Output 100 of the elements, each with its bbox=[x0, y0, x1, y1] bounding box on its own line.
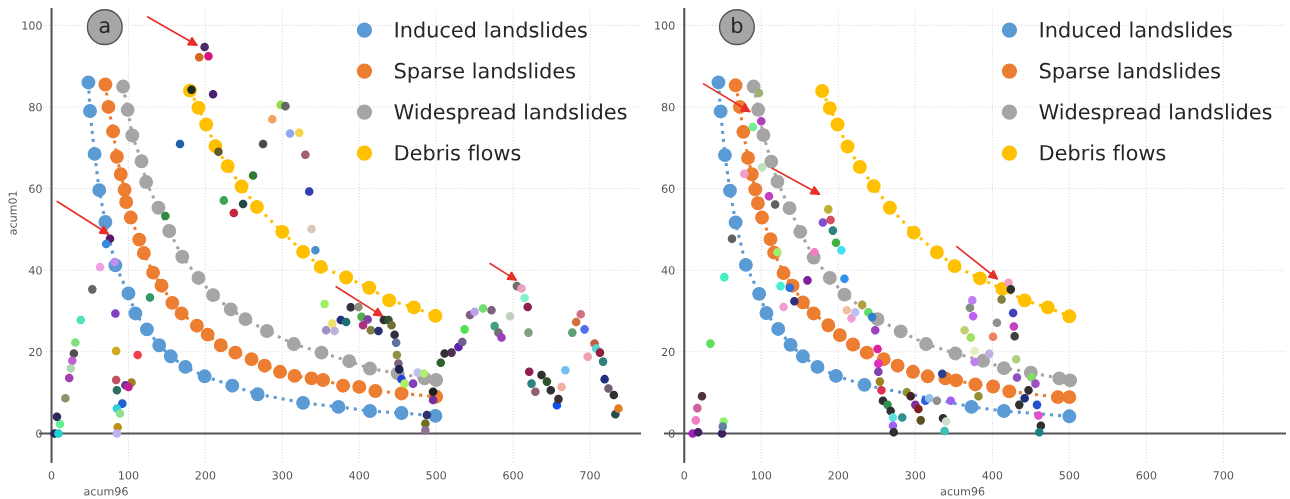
point bbox=[238, 312, 253, 327]
point bbox=[1050, 390, 1065, 405]
point bbox=[756, 128, 771, 143]
point bbox=[175, 249, 190, 264]
point bbox=[139, 175, 154, 189]
point bbox=[120, 102, 135, 117]
point bbox=[106, 124, 121, 139]
point bbox=[906, 225, 921, 240]
y-tick-label: 20 bbox=[29, 347, 42, 357]
point bbox=[1040, 300, 1055, 315]
point bbox=[197, 369, 212, 384]
point bbox=[815, 84, 830, 98]
point bbox=[741, 151, 755, 165]
x-tick-label: 300 bbox=[272, 471, 293, 480]
y-tick-label: 40 bbox=[661, 266, 675, 275]
point bbox=[98, 215, 113, 229]
legend-label: Debris flows bbox=[395, 144, 521, 161]
point bbox=[125, 128, 140, 143]
y-axis-title: acum01 bbox=[8, 191, 17, 235]
point bbox=[146, 265, 161, 280]
x-axis-title: acum96 bbox=[940, 487, 985, 496]
point bbox=[363, 361, 377, 376]
point bbox=[394, 406, 409, 420]
legend-label: Induced landslides bbox=[1040, 21, 1232, 38]
point bbox=[832, 328, 847, 343]
point bbox=[949, 373, 964, 388]
y-tick-label: 60 bbox=[29, 184, 42, 193]
point bbox=[776, 266, 791, 280]
point bbox=[200, 327, 215, 342]
point bbox=[101, 100, 116, 114]
x-tick-label: 600 bbox=[1136, 471, 1157, 480]
point bbox=[821, 318, 836, 333]
point bbox=[751, 102, 766, 117]
x-tick-label: 400 bbox=[982, 471, 1003, 480]
point bbox=[713, 104, 728, 119]
point bbox=[331, 399, 346, 414]
point bbox=[711, 75, 726, 90]
point bbox=[728, 78, 743, 93]
point bbox=[316, 373, 331, 387]
point bbox=[822, 270, 837, 285]
point bbox=[782, 201, 797, 216]
point bbox=[174, 306, 189, 321]
point bbox=[296, 395, 311, 410]
point bbox=[428, 308, 443, 323]
y-tick-label: 20 bbox=[661, 347, 675, 357]
point bbox=[151, 200, 166, 215]
point bbox=[996, 361, 1011, 376]
point bbox=[968, 377, 983, 392]
point bbox=[771, 322, 786, 336]
x-tick-label: 200 bbox=[195, 471, 216, 480]
point bbox=[121, 286, 136, 301]
point bbox=[154, 278, 169, 293]
point bbox=[362, 280, 377, 295]
point bbox=[287, 368, 302, 383]
point bbox=[178, 359, 193, 374]
point bbox=[273, 364, 287, 379]
x-tick-label: 600 bbox=[503, 471, 523, 480]
point bbox=[259, 324, 274, 338]
point bbox=[336, 378, 351, 393]
point bbox=[113, 167, 128, 182]
point bbox=[117, 182, 132, 197]
point bbox=[723, 183, 737, 198]
point bbox=[228, 345, 243, 360]
point bbox=[857, 377, 872, 392]
point bbox=[986, 379, 1001, 394]
point bbox=[136, 246, 151, 260]
y-tick-label: 40 bbox=[28, 266, 42, 275]
point bbox=[191, 100, 206, 115]
point bbox=[852, 159, 867, 174]
x-tick-label: 500 bbox=[426, 471, 447, 480]
point bbox=[795, 349, 810, 364]
point bbox=[929, 245, 944, 260]
point bbox=[139, 322, 154, 337]
point bbox=[225, 378, 240, 393]
point bbox=[162, 224, 177, 238]
point bbox=[947, 259, 962, 274]
x-tick-label: 700 bbox=[580, 471, 600, 480]
point bbox=[845, 337, 860, 352]
point bbox=[728, 215, 743, 230]
point bbox=[906, 364, 920, 379]
y-tick-label: 100 bbox=[22, 21, 42, 30]
point bbox=[152, 338, 167, 353]
legend-label: Widespread landslides bbox=[394, 103, 627, 124]
point bbox=[822, 101, 837, 116]
point bbox=[920, 369, 935, 384]
point bbox=[199, 117, 214, 132]
point bbox=[257, 358, 272, 373]
x-tick-label: 0 bbox=[48, 471, 55, 480]
point bbox=[92, 183, 107, 198]
point bbox=[806, 306, 821, 321]
point bbox=[123, 210, 138, 225]
point bbox=[1062, 390, 1077, 405]
legend-label: Widespread landslides bbox=[1039, 103, 1272, 124]
point bbox=[213, 338, 228, 353]
y-tick-label: 100 bbox=[655, 21, 675, 30]
point bbox=[296, 244, 311, 259]
point bbox=[763, 232, 778, 247]
legend-label: Debris flows bbox=[1040, 144, 1166, 161]
point bbox=[919, 337, 934, 352]
point bbox=[748, 182, 763, 197]
